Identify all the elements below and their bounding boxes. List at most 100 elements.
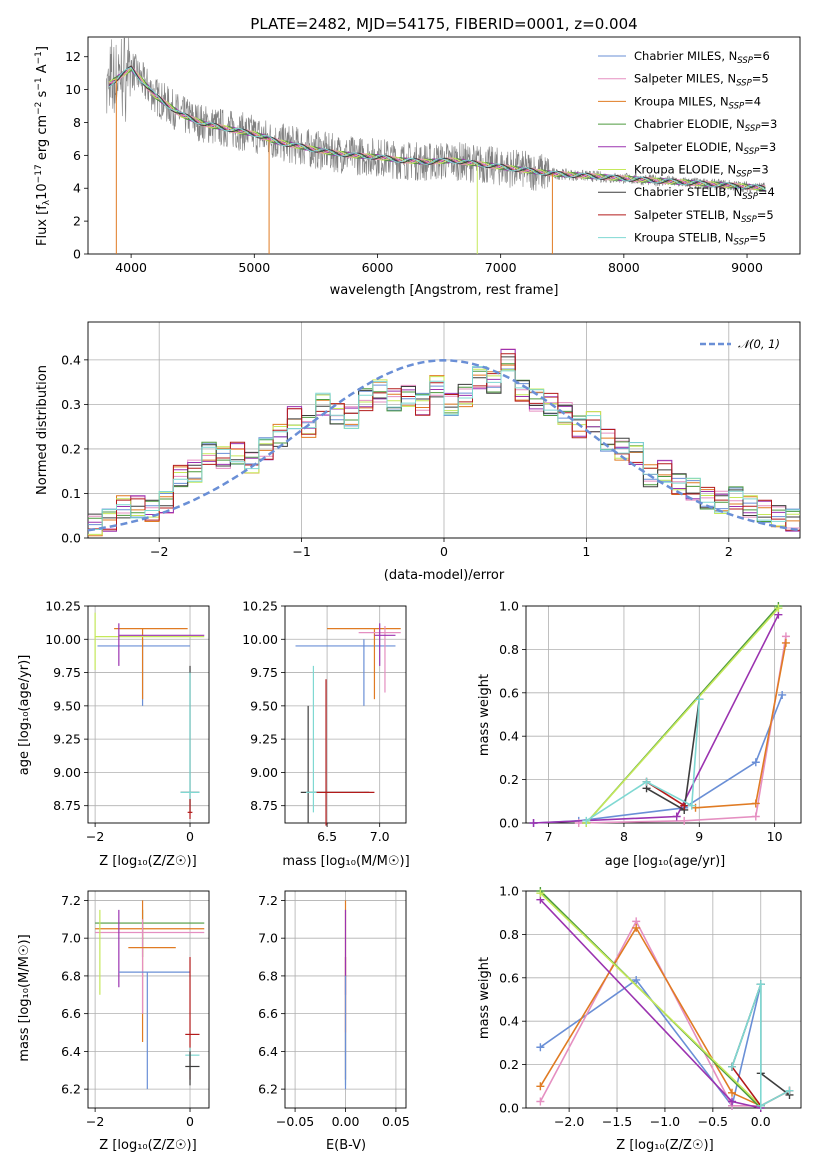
weight-marker-red: [680, 801, 689, 810]
spectrum-panel: 4000 5000 6000 7000 8000 9000 0 2 4 6 8 10 12: [65, 36, 801, 275]
weight-vs-age-panel: 7 8 9 10 0.0 0.2 0.4 0.6 0.8 1.0: [499, 599, 802, 844]
x-tick-label: 0: [440, 544, 448, 559]
x-tick-label: 0.0: [751, 1114, 771, 1129]
y-tick-label: 8.75: [250, 798, 278, 813]
y-tick-label: 7.2: [258, 893, 278, 908]
y-tick-label: 9.25: [250, 732, 278, 747]
y-tick-label: 0.4: [499, 729, 519, 744]
weight-marker-lime: [774, 604, 783, 613]
weight-marker-orange: [781, 638, 790, 647]
y-tick-label: 0.3: [61, 397, 81, 412]
gridlines: [285, 605, 406, 823]
y-tick-label: 4: [73, 181, 81, 196]
y-tick-label: 6.6: [258, 1006, 278, 1021]
y-tick-label: 9.75: [53, 665, 81, 680]
axes-frame: [525, 890, 802, 1109]
weight-marker-orange: [536, 1082, 545, 1091]
weight-marker-lime: [536, 889, 545, 898]
weight-marker-purple: [728, 1097, 737, 1106]
y-tick-label: 0.2: [499, 772, 519, 787]
x-tick-label: 6000: [362, 260, 394, 275]
weight-marker-blue: [751, 758, 760, 767]
y-tick-label: 6.8: [258, 968, 278, 983]
y-tick-label: 1.0: [499, 599, 519, 614]
y-tick-label: 0.0: [61, 531, 81, 546]
weight-line-purple: [539, 899, 761, 1109]
y-tick-label: 0.0: [499, 816, 519, 831]
y-tick-label: 0.2: [61, 441, 81, 456]
spectrum-xlabel: wavelength [Angstrom, rest frame]: [330, 283, 559, 298]
y-tick-label: 6.6: [61, 1006, 81, 1021]
y-tick-label: 10.00: [242, 632, 278, 647]
weight-marker-purple: [672, 812, 681, 821]
legend-entry: Chabrier ELODIE, NSSP=3: [634, 117, 777, 134]
x-tick-label: 9000: [731, 260, 763, 275]
weight-line-lime: [539, 892, 762, 1107]
y-tick-label: 6.2: [258, 1082, 278, 1097]
y-tick-label: 0.0: [499, 1101, 519, 1116]
y-tick-label: 6.8: [61, 968, 81, 983]
weight-line-blue: [539, 978, 762, 1108]
weight-marker-cyan: [687, 801, 696, 810]
weight-line-pink: [539, 919, 761, 1107]
axes-frame: [87, 890, 210, 1109]
weight-marker-purple: [529, 819, 538, 827]
axes-frame: [525, 605, 802, 824]
y-tick-label: 9.00: [53, 765, 81, 780]
y-tick-label: 9.50: [53, 698, 81, 713]
y-tick-label: 10.25: [242, 599, 278, 614]
x-tick-label: 9: [695, 829, 703, 844]
weight-line-purple: [533, 614, 780, 824]
legend-entry: Salpeter STELIB, NSSP=5: [634, 208, 774, 225]
x-tick-label: 0: [186, 829, 194, 844]
y-tick-label: 12: [65, 49, 81, 64]
weight-marker-orange: [728, 1088, 737, 1097]
y-tick-label: 9.25: [53, 732, 81, 747]
x-tick-label: −2: [150, 544, 168, 559]
model-spectrum-cyan: [108, 67, 766, 191]
weight-marker-pink: [536, 1097, 545, 1106]
normal-curve: [87, 359, 801, 532]
y-tick-label: 0.6: [499, 685, 519, 700]
weight-marker-blue: [536, 1043, 545, 1052]
x-tick-label: −2.0: [554, 1114, 584, 1129]
y-tick-label: 0: [73, 247, 81, 262]
legend: Chabrier MILES, NSSP=6 Salpeter MILES, NS…: [598, 49, 777, 248]
x-tick-label: 7000: [485, 260, 517, 275]
y-tick-label: 10.00: [45, 632, 81, 647]
weight-line-cyan: [731, 984, 790, 1108]
x-tick-label: −1.0: [650, 1114, 680, 1129]
y-tick-label: 6.2: [61, 1082, 81, 1097]
y-tick-label: 0.2: [499, 1057, 519, 1072]
mass-vs-ebv-panel: −0.05 0.00 0.05 6.2 6.4 6.6 6.8 7.0 7.2: [258, 890, 410, 1129]
p3-ylabel: age [log₁₀(age/yr)]: [17, 655, 32, 776]
legend-entry: Salpeter MILES, NSSP=5: [634, 72, 769, 89]
x-tick-label: 4000: [115, 260, 147, 275]
spectrum-ylabel: Flux [fλ10−17 erg cm−2 s−1 A−1]: [34, 46, 52, 246]
legend-entry: Kroupa STELIB, NSSP=5: [634, 231, 766, 248]
x-tick-label: −1.5: [602, 1114, 632, 1129]
legend-entry: Salpeter ELODIE, NSSP=3: [634, 140, 776, 157]
y-tick-label: 0.6: [499, 970, 519, 985]
hist-legend: 𝒩(0, 1): [700, 337, 780, 351]
p8-ylabel: mass weight: [477, 957, 492, 1039]
y-tick-label: 0.8: [499, 642, 519, 657]
p5-ylabel: mass weight: [477, 674, 492, 756]
weight-marker-blue: [778, 690, 787, 699]
p6-xlabel: Z [log₁₀(Z/Z☉)]: [99, 1138, 196, 1153]
weight-line-dark: [646, 699, 701, 812]
x-tick-label: 0: [186, 1114, 194, 1129]
x-tick-label: −2: [86, 1114, 104, 1129]
x-tick-label: 0.05: [382, 1114, 410, 1129]
weight-marker-cyan: [785, 1086, 794, 1095]
gridlines: [526, 890, 801, 1109]
axes-frame: [87, 605, 210, 824]
p3-xlabel: Z [log₁₀(Z/Z☉)]: [99, 854, 196, 869]
weight-marker-pink: [680, 816, 689, 825]
y-tick-label: 7.2: [61, 893, 81, 908]
x-tick-label: 7.0: [370, 829, 390, 844]
histogram-cyan: [88, 366, 800, 530]
y-tick-label: 6: [73, 148, 81, 163]
hist-ylabel: Normed distribution: [35, 365, 50, 495]
